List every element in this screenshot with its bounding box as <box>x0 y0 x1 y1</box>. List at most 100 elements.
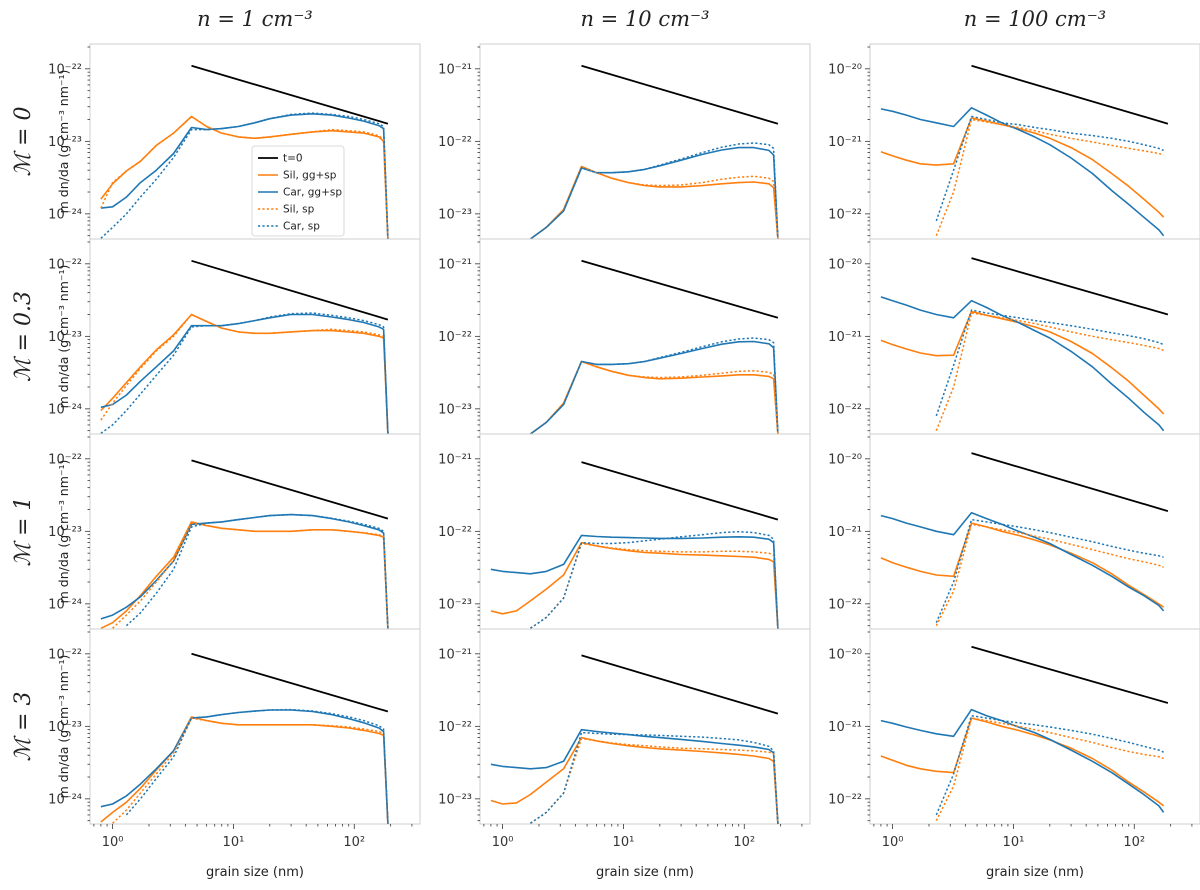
series-line-t-0 <box>191 64 389 125</box>
panel-r0-c0: 10⁻²⁴ 10⁻²³ 10⁻²²m dn/da (g cm⁻³ nm⁻¹) t=0 S… <box>48 43 421 240</box>
series-line-sil-gg-sp <box>880 522 1165 608</box>
series-line-car-gg-sp <box>490 728 779 824</box>
y-axis-label: m dn/da (g cm⁻³ nm⁻¹) <box>56 460 71 604</box>
series-line-car-sp <box>125 513 389 629</box>
series-line-sil-sp <box>935 717 1164 822</box>
series-line-sil-sp <box>935 312 1164 431</box>
x-axis-label: grain size (nm) <box>206 865 304 880</box>
y-tick-label: 10⁻²² <box>48 257 82 272</box>
x-tick-label: 10² <box>733 835 755 850</box>
y-tick-label: 10⁻²³ <box>438 402 472 417</box>
y-tick-label: 10⁻²¹ <box>438 647 472 662</box>
series-line-car-gg-sp <box>529 340 779 434</box>
y-tick-label: 10⁻²³ <box>48 330 82 345</box>
axes-frame <box>89 628 421 825</box>
y-tick-label: 10⁻²¹ <box>828 525 862 540</box>
series-line-sil-sp <box>529 360 779 434</box>
series-line-t-0 <box>191 459 389 520</box>
series-line-car-sp <box>529 337 779 434</box>
series-line-car-gg-sp <box>100 513 389 629</box>
x-axis-label: grain size (nm) <box>596 865 694 880</box>
panel-r1-c2: 10⁻²² 10⁻²¹ 10⁻²⁰ <box>828 238 1200 435</box>
series-line-car-sp <box>935 518 1164 623</box>
y-tick-label: 10⁻²² <box>438 330 472 345</box>
series-line-sil-sp <box>100 313 389 434</box>
legend-box <box>251 145 345 237</box>
series-line-sil-sp <box>100 115 389 239</box>
y-tick-label: 10⁻²¹ <box>828 720 862 735</box>
series-line-t-0 <box>191 259 389 321</box>
y-tick-label: 10⁻²⁰ <box>828 62 862 77</box>
series-line-sil-gg-sp <box>490 541 779 629</box>
legend-entry-t-0: t=0 <box>283 153 303 165</box>
series-line-sil-sp <box>529 737 779 824</box>
series-line-car-sp <box>529 142 779 239</box>
y-axis-label: m dn/da (g cm⁻³ nm⁻¹) <box>56 655 71 799</box>
series-line-t-0 <box>581 654 779 715</box>
y-tick-label: 10⁻²² <box>828 207 862 222</box>
axes-frame <box>89 238 421 435</box>
series-line-t-0 <box>971 645 1169 704</box>
series-line-car-sp <box>125 708 389 824</box>
legend-entry-sil-sp: Sil, sp <box>283 204 315 216</box>
y-tick-label: 10⁻²¹ <box>828 135 862 150</box>
series-line-car-gg-sp <box>100 313 389 434</box>
series-line-t-0 <box>971 64 1169 125</box>
y-tick-label: 10⁻²³ <box>438 792 472 807</box>
panel-r2-c1: 10⁻²³ 10⁻²² 10⁻²¹ <box>438 433 811 630</box>
x-tick-label: 10¹ <box>223 835 245 850</box>
y-tick-label: 10⁻²³ <box>48 525 82 540</box>
series-line-sil-gg-sp <box>880 117 1165 218</box>
y-tick-label: 10⁻²⁴ <box>48 597 82 612</box>
axes-frame <box>869 238 1200 435</box>
y-tick-label: 10⁻²³ <box>438 597 472 612</box>
series-line-car-gg-sp <box>880 296 1165 432</box>
y-tick-label: 10⁻²⁰ <box>828 257 862 272</box>
series-line-t-0 <box>191 652 389 713</box>
x-tick-label: 10¹ <box>613 835 635 850</box>
series-line-t-0 <box>581 259 779 319</box>
series-line-car-gg-sp <box>880 107 1165 237</box>
series-line-car-sp <box>935 309 1164 417</box>
axes-frame <box>479 43 811 240</box>
row-title-3: ℳ = 3 <box>11 692 36 762</box>
y-tick-label: 10⁻²⁴ <box>48 402 82 417</box>
x-tick-label: 10⁰ <box>882 835 904 850</box>
panel-r1-c1: 10⁻²³ 10⁻²² 10⁻²¹ <box>438 238 811 435</box>
series-line-t-0 <box>971 452 1169 512</box>
panel-r2-c2: 10⁻²² 10⁻²¹ 10⁻²⁰ <box>828 433 1200 630</box>
series-line-t-0 <box>581 461 779 521</box>
y-tick-label: 10⁻²² <box>48 452 82 467</box>
row-title-0: ℳ = 0 <box>11 107 36 177</box>
series-line-sil-sp <box>112 522 389 629</box>
axes-frame <box>869 43 1200 240</box>
series-line-sil-sp <box>935 118 1164 236</box>
series-line-car-sp <box>529 731 779 824</box>
y-tick-label: 10⁻²¹ <box>438 257 472 272</box>
y-tick-label: 10⁻²³ <box>48 720 82 735</box>
series-line-car-gg-sp <box>529 146 779 239</box>
series-line-car-sp <box>529 530 779 629</box>
panel-r3-c1: 10⁻²³ 10⁻²² 10⁻²¹ 10⁰ 10¹ 10² grain size (nm) <box>438 628 811 880</box>
x-tick-label: 10² <box>343 835 365 850</box>
y-tick-label: 10⁻²² <box>48 647 82 662</box>
series-line-t-0 <box>971 257 1169 316</box>
y-tick-label: 10⁻²² <box>48 62 82 77</box>
legend-entry-car-gg-sp: Car, gg+sp <box>283 187 342 199</box>
axes-frame <box>479 433 811 630</box>
y-tick-label: 10⁻²⁴ <box>48 792 82 807</box>
series-line-sil-gg-sp <box>490 736 779 824</box>
y-tick-label: 10⁻²² <box>438 720 472 735</box>
y-tick-label: 10⁻²³ <box>48 135 82 150</box>
series-line-car-gg-sp <box>880 511 1165 612</box>
y-tick-label: 10⁻²¹ <box>438 452 472 467</box>
panel-r0-c2: 10⁻²² 10⁻²¹ 10⁻²⁰ <box>828 43 1200 240</box>
series-line-sil-gg-sp <box>880 310 1165 415</box>
y-axis-label: m dn/da (g cm⁻³ nm⁻¹) <box>56 70 71 214</box>
legend-entry-car-sp: Car, sp <box>283 221 320 233</box>
y-axis-label: m dn/da (g cm⁻³ nm⁻¹) <box>56 265 71 409</box>
panel-r3-c2: 10⁻²² 10⁻²¹ 10⁻²⁰ 10⁰ 10¹ 10² grain size (nm) <box>828 628 1200 880</box>
series-line-car-gg-sp <box>100 113 389 239</box>
axes-frame <box>869 628 1200 825</box>
